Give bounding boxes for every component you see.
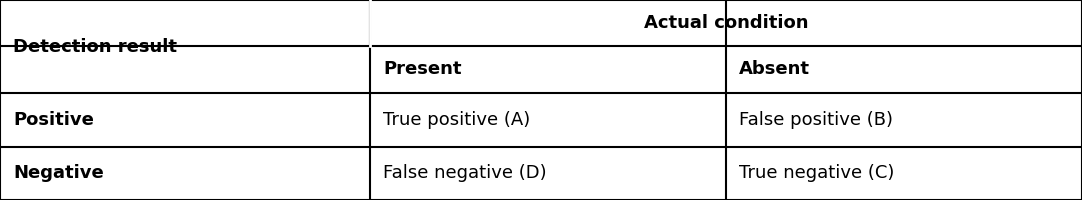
Text: True positive (A): True positive (A) xyxy=(383,111,530,129)
Text: Negative: Negative xyxy=(13,164,104,182)
Text: True negative (C): True negative (C) xyxy=(739,164,895,182)
Text: Detection result: Detection result xyxy=(13,38,177,55)
Text: Positive: Positive xyxy=(13,111,94,129)
Text: Actual condition: Actual condition xyxy=(644,14,808,32)
Text: False positive (B): False positive (B) xyxy=(739,111,893,129)
Text: Present: Present xyxy=(383,60,462,78)
Text: Absent: Absent xyxy=(739,60,810,78)
Text: False negative (D): False negative (D) xyxy=(383,164,546,182)
